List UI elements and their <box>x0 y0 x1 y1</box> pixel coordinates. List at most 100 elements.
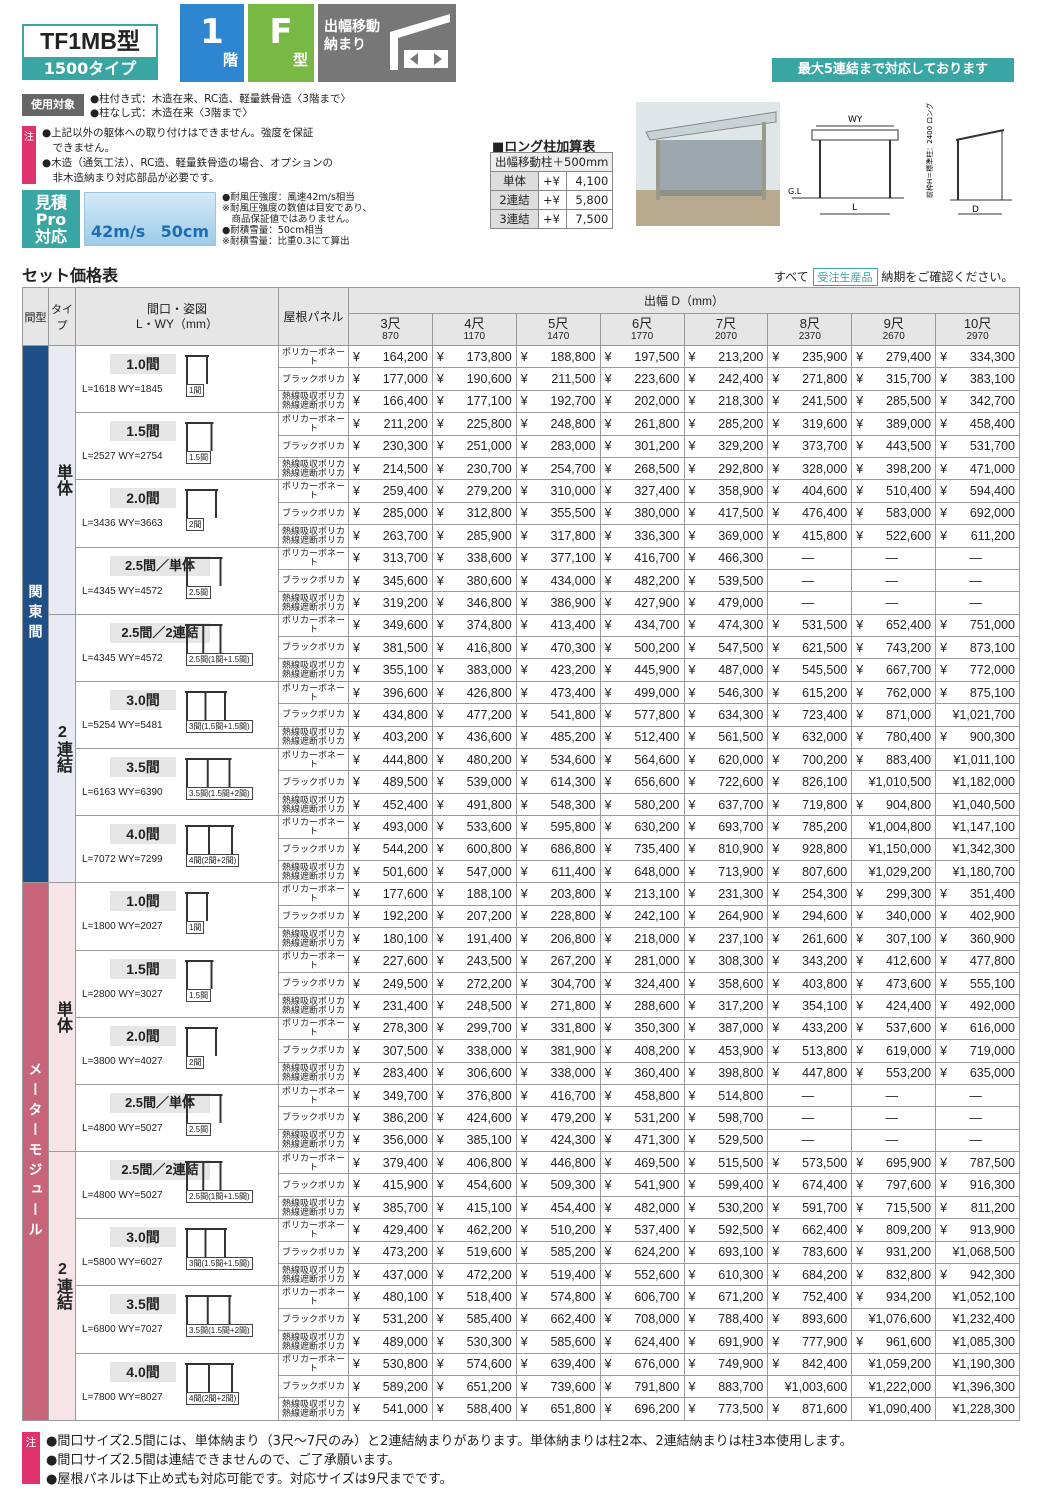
price-value: 477,200 <box>466 707 512 722</box>
size-cell: 1.5間 L=2800 WY=3027 1.5間 <box>75 949 279 1018</box>
price-cell: ¥386,200 <box>348 1106 433 1130</box>
size-name: 3.5間 <box>110 757 176 778</box>
yen-sign: ¥ <box>520 954 528 969</box>
size-diagram <box>185 758 232 788</box>
yen-sign: ¥ <box>856 685 864 700</box>
price-cell: ¥934,200 <box>851 1285 937 1309</box>
price-value: 555,100 <box>969 976 1015 991</box>
type-letter: F <box>269 12 293 52</box>
price-value: 415,100 <box>466 1200 512 1215</box>
price-value: 283,400 <box>382 1066 428 1081</box>
price-value: 693,100 <box>718 1245 764 1260</box>
size-cell: 1.0間 L=1800 WY=2027 1間 <box>75 882 279 951</box>
price-value: 785,200 <box>802 819 848 834</box>
price-cell: ¥553,200 <box>851 1061 937 1085</box>
yen-sign: ¥ <box>353 528 360 543</box>
long-post-value: 4,100 <box>566 171 614 191</box>
price-cell: ¥480,100 <box>348 1285 433 1309</box>
price-cell: ¥662,400 <box>767 1218 853 1242</box>
table-row: ブラックポリカ ¥345,600 ¥380,600 ¥434,000 ¥482,200 ¥… <box>23 568 1020 593</box>
type-badge: F 型 <box>248 4 314 82</box>
price-value: 437,000 <box>382 1267 428 1282</box>
yen-sign: ¥ <box>772 394 780 409</box>
yen-sign: ¥ <box>856 1178 864 1193</box>
yen-sign: ¥ <box>436 1402 444 1417</box>
price-cell: ¥299,300 <box>851 882 937 906</box>
price-cell: ¥476,400 <box>767 501 853 526</box>
yen-sign: ¥ <box>688 1043 696 1058</box>
long-post-title: ■ロング柱加算表 <box>492 140 596 155</box>
price-cell: ¥213,100 <box>599 882 685 906</box>
yen-sign: ¥ <box>772 416 780 431</box>
price-value: 349,600 <box>382 618 428 633</box>
price-value: 751,000 <box>969 618 1015 633</box>
yen-sign: ¥ <box>940 685 948 700</box>
yen-sign: ¥ <box>940 1200 948 1215</box>
price-cell: ¥242,400 <box>683 367 769 391</box>
price-value: 651,200 <box>466 1379 512 1394</box>
yen-sign: ¥ <box>772 1066 780 1081</box>
diagram-gl: G.L <box>788 187 802 196</box>
size-diagram <box>185 1026 218 1056</box>
price-cell: ¥473,600 <box>851 971 937 996</box>
yen-sign: ¥ <box>436 1133 444 1148</box>
price-value: 235,900 <box>802 349 848 364</box>
size-cell: 1.5間 L=2527 WY=2754 1.5間 <box>75 412 279 481</box>
price-cell: ¥479,000 <box>683 591 769 615</box>
yen-sign: ¥ <box>353 685 360 700</box>
price-value: 452,400 <box>382 797 428 812</box>
yen-sign: ¥ <box>520 1312 528 1327</box>
price-value: 735,400 <box>634 842 680 857</box>
price-value: ¥1,029,200 <box>868 864 932 879</box>
price-value: 254,300 <box>802 887 848 902</box>
yen-sign: ¥ <box>520 1290 528 1305</box>
depth-mm: 2670 <box>882 330 905 342</box>
price-value: 499,000 <box>634 685 680 700</box>
yen-sign: ¥ <box>436 1178 444 1193</box>
price-value: 518,400 <box>466 1290 512 1305</box>
price-cell: ¥164,200 <box>348 344 433 369</box>
price-value: 482,000 <box>634 1200 680 1215</box>
price-cell: ¥1,182,000 <box>935 770 1020 794</box>
yen-sign: ¥ <box>688 349 696 364</box>
price-value: 301,200 <box>634 439 680 454</box>
price-cell: ¥624,200 <box>599 1240 685 1265</box>
yen-sign: ¥ <box>353 1200 360 1215</box>
price-value: 883,400 <box>885 752 932 767</box>
yen-sign: ¥ <box>353 999 360 1014</box>
dimension-diagram: WY L D G.L 前枠H＝標準柱：2400 ロング柱：2900 <box>788 102 1012 215</box>
yen-sign: ¥ <box>436 999 444 1014</box>
yen-sign: ¥ <box>520 842 528 857</box>
price-cell: ¥662,400 <box>515 1307 601 1332</box>
price-cell: ¥381,900 <box>515 1039 601 1063</box>
price-cell: ¥354,100 <box>767 994 853 1018</box>
yen-sign: ¥ <box>436 842 444 857</box>
price-value: 416,800 <box>466 640 512 655</box>
price-value: 358,900 <box>718 484 764 499</box>
price-cell: ¥539,500 <box>683 568 769 593</box>
yen-sign: ¥ <box>604 1357 612 1372</box>
yen-sign: ¥ <box>856 1245 864 1260</box>
table-row: ブラックポリカ ¥531,200 ¥585,400 ¥662,400 ¥708,000 ¥… <box>23 1307 1020 1332</box>
yen-sign: ¥ <box>688 461 696 476</box>
price-value: 385,700 <box>382 1200 428 1215</box>
price-value: 166,400 <box>382 394 428 409</box>
yen-sign: ¥ <box>856 349 864 364</box>
table-row: ブラックポリカ ¥489,500 ¥539,000 ¥614,300 ¥656,600 ¥… <box>23 770 1020 794</box>
yen-sign: ¥ <box>353 752 360 767</box>
price-cell: ¥386,900 <box>515 591 601 615</box>
price-cell: ¥545,500 <box>767 658 853 682</box>
price-value: 458,800 <box>634 1088 680 1103</box>
yen-sign: ¥ <box>436 1088 444 1103</box>
price-cell: ¥552,600 <box>599 1263 685 1287</box>
price-cell: ¥272,200 <box>431 971 517 996</box>
price-value: 444,800 <box>382 752 428 767</box>
price-cell: ¥531,500 <box>767 613 853 638</box>
price-cell: ¥281,000 <box>599 949 685 973</box>
yen-sign: ¥ <box>353 506 360 521</box>
yen-sign: ¥ <box>856 1066 864 1081</box>
price-cell: ¥752,400 <box>767 1285 853 1309</box>
price-cell: ¥278,300 <box>348 1016 433 1041</box>
price-cell: ¥693,700 <box>683 815 769 839</box>
price-value: 621,500 <box>802 640 848 655</box>
